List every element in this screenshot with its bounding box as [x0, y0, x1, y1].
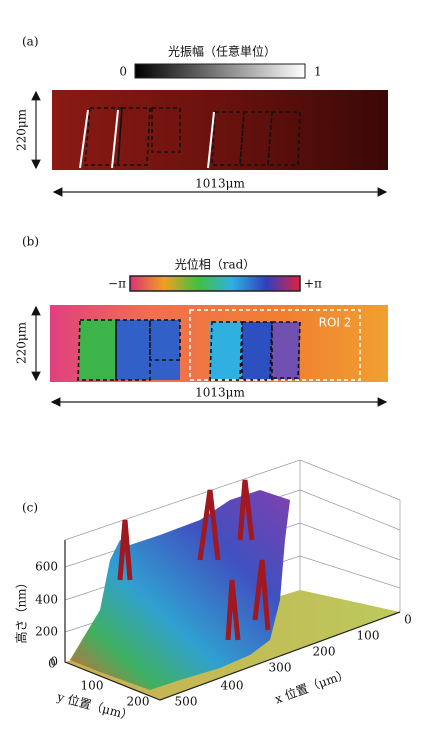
x-tick-label: 100	[357, 629, 380, 643]
x-tick-label: 400	[221, 679, 244, 693]
x-tick-label: 300	[269, 661, 292, 675]
amplitude-image	[52, 90, 388, 170]
colorbar-min: 0	[119, 65, 127, 79]
colorbar-max: +π	[304, 277, 322, 291]
width-label: 1013μm	[195, 177, 245, 191]
panel-label: (b)	[22, 235, 39, 249]
z-tick-label: 400	[35, 593, 58, 607]
z-tick-label: 200	[35, 625, 58, 639]
z-tick-label: 0	[50, 655, 58, 669]
colorbar	[134, 63, 306, 79]
colorbar-max: 1	[314, 65, 322, 79]
phase-regions	[77, 309, 361, 381]
colorbar-min: −π	[108, 277, 126, 291]
y-tick-label: 200	[127, 695, 150, 709]
x-tick-label: 500	[175, 695, 198, 709]
panel-label: (c)	[22, 501, 38, 515]
surface-spikes	[117, 479, 271, 641]
colorbar	[129, 275, 301, 292]
height-label: 220μm	[15, 108, 29, 151]
y-tick-label: 0	[48, 657, 56, 671]
z-axis-label: 高さ（nm）	[14, 576, 29, 643]
panel-label: (a)	[22, 35, 39, 49]
region-outlines	[79, 107, 301, 169]
colorbar-title: 光位相（rad）	[175, 257, 256, 272]
x-tick-label: 200	[313, 645, 336, 659]
width-label: 1013μm	[195, 386, 245, 400]
height-label: 220μm	[15, 321, 29, 364]
colorbar-title: 光振幅（任意単位）	[168, 44, 276, 59]
x-tick-label: 0	[404, 613, 412, 627]
z-tick-label: 600	[35, 560, 58, 574]
y-tick-label: 100	[81, 679, 104, 693]
y-axis-label: y 位置（μm）	[55, 688, 135, 723]
height-surface	[70, 490, 290, 690]
roi-label: ROI 2	[319, 316, 352, 330]
axes	[64, 540, 401, 701]
